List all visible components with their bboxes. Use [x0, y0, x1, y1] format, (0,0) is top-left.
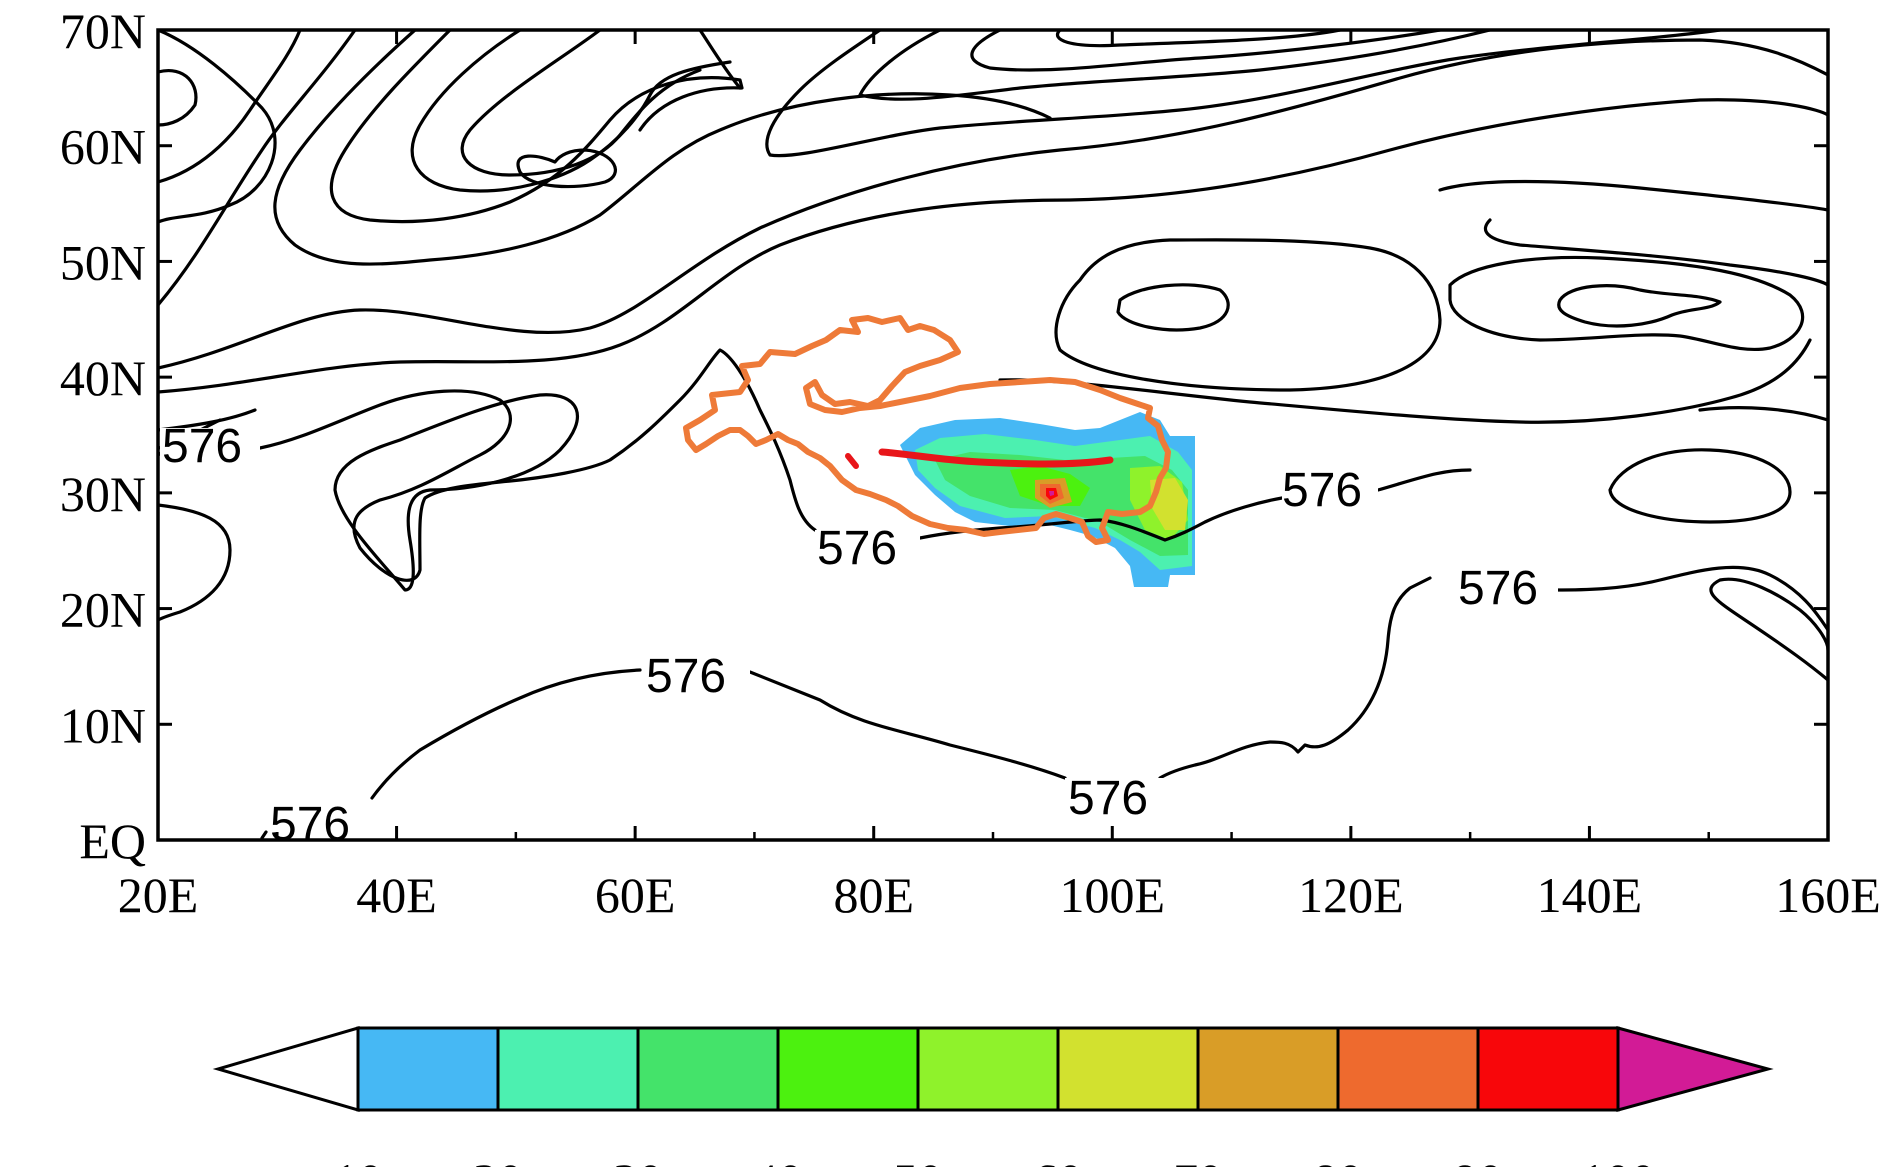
trough-fragment: [845, 453, 859, 469]
contour-line: [1116, 283, 1230, 332]
colorbar-label: 90: [1453, 1153, 1503, 1167]
colorbar-label: 100: [1581, 1153, 1656, 1167]
contour-label: 576: [1282, 464, 1362, 517]
colorbar-box: [1476, 1026, 1620, 1112]
colorbar-over-triangle: [1616, 1026, 1774, 1112]
contour-576: [370, 668, 642, 800]
colorbar-label: 60: [1033, 1153, 1083, 1167]
y-tick-label: EQ: [79, 813, 146, 869]
contour-line: [410, 30, 732, 193]
plateau-outline: [683, 315, 1171, 545]
contour-line: [333, 393, 579, 592]
contour-line: [970, 30, 1442, 72]
x-tick-label: 40E: [356, 867, 437, 923]
contour-line: [1056, 30, 1342, 48]
contour-line: [1054, 238, 1442, 392]
contour-576: [1553, 565, 1828, 632]
colorbar-box: [1056, 1026, 1200, 1112]
colorbar-label: 40: [753, 1153, 803, 1167]
contour-line: [158, 503, 232, 622]
contour-line: [158, 98, 1828, 394]
colorbar-box: [356, 1026, 500, 1112]
y-axis: EQ 10N 20N 30N 40N 50N 60N 70N: [60, 3, 1828, 869]
y-tick-label: 70N: [60, 3, 146, 59]
contour-line: [158, 30, 357, 307]
precipitation-shading: [900, 412, 1195, 587]
contour-line: [158, 30, 277, 224]
trough-line: [845, 448, 1114, 469]
contour-line: [1608, 448, 1792, 524]
y-tick-label: 40N: [60, 350, 146, 406]
colorbar-box: [496, 1026, 640, 1112]
contour-line: [858, 30, 1492, 101]
colorbar-box: [916, 1026, 1060, 1112]
contour-label: 576: [1068, 772, 1148, 825]
y-tick-label: 60N: [60, 119, 146, 175]
colorbar-label: 80: [1313, 1153, 1363, 1167]
x-tick-label: 100E: [1060, 867, 1166, 923]
trough-segment: [878, 448, 1114, 468]
contour-line: [273, 30, 1052, 266]
contour-line: [765, 30, 1722, 158]
colorbar-label: 20: [473, 1153, 523, 1167]
contour-line: [1483, 218, 1828, 287]
contour-576: [260, 830, 268, 840]
contour-line: [158, 30, 302, 184]
contour-line: [698, 30, 742, 90]
colorbar-label: 50: [893, 1153, 943, 1167]
contour-label: 576: [646, 650, 726, 703]
contour-line: [1448, 255, 1804, 352]
y-tick-label: 30N: [60, 466, 146, 522]
contour-line: [1698, 406, 1828, 422]
contour-label: 576: [162, 420, 242, 473]
x-tick-label: 160E: [1775, 867, 1881, 923]
contour-line: [329, 30, 744, 224]
y-tick-label: 20N: [60, 582, 146, 638]
contour-576: [1158, 576, 1432, 780]
shading-level-100: [1049, 491, 1054, 496]
colorbar-box: [1336, 1026, 1480, 1112]
contour-labels: 576 576 576 576 576 576 576: [160, 420, 1558, 851]
contour-line: [998, 338, 1812, 424]
contour-label: 576: [817, 522, 897, 575]
x-tick-label: 140E: [1537, 867, 1643, 923]
contour-line: [1438, 179, 1828, 212]
shading-level-60: [1150, 478, 1188, 530]
colorbar-box: [636, 1026, 780, 1112]
y-tick-label: 50N: [60, 234, 146, 290]
contour-line: [460, 30, 702, 177]
colorbar-label: 10: [333, 1153, 383, 1167]
height-contours: [158, 30, 1828, 840]
colorbar-box: [776, 1026, 920, 1112]
contour-label: 576: [270, 798, 350, 851]
colorbar-label: 70: [1173, 1153, 1223, 1167]
contour-576: [918, 468, 1472, 542]
x-tick-label: 120E: [1298, 867, 1404, 923]
colorbar: 10 20 30 40 50 60 70 80 90 100: [212, 1025, 1774, 1167]
contour-line: [158, 69, 198, 127]
contour-line: [1557, 284, 1722, 328]
colorbar-box: [1196, 1026, 1340, 1112]
x-tick-label: 20E: [118, 867, 199, 923]
contour-line: [516, 148, 617, 189]
contour-label: 576: [1458, 562, 1538, 615]
x-tick-label: 60E: [595, 867, 676, 923]
colorbar-under-triangle: [212, 1025, 360, 1113]
x-tick-label: 80E: [833, 867, 914, 923]
x-axis: 20E 40E 60E 80E 100E 120E 140E 160E: [118, 30, 1881, 923]
y-tick-label: 10N: [60, 697, 146, 753]
colorbar-label: 30: [613, 1153, 663, 1167]
contour-line: [1709, 577, 1828, 682]
contour-576: [748, 670, 1067, 780]
